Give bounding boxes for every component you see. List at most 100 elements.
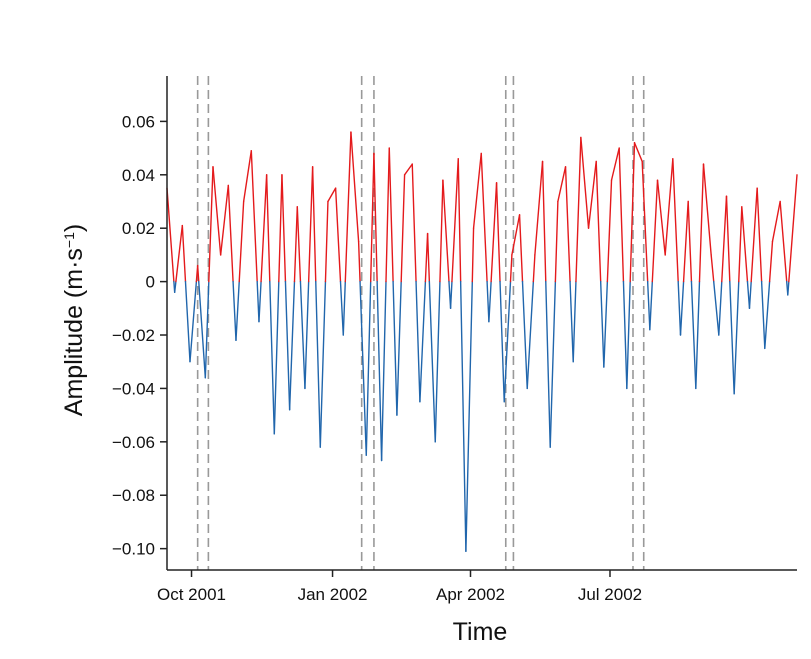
y-tick-label: −0.02 [112,326,155,345]
series-segment-positive [327,187,337,203]
series-segment-negative [342,280,346,336]
series-segment-negative [184,280,191,363]
series-segment-positive [457,158,462,283]
series-segment-positive [490,182,498,283]
series-segment-positive [664,158,674,256]
series-segment-negative [748,280,752,310]
series-segment-positive [779,200,788,283]
axes-layer [166,76,797,571]
series-segment-positive [725,195,731,283]
y-tick-label: 0.02 [122,219,155,238]
series-segment-positive [633,142,643,163]
series-segment-positive [495,182,501,283]
series-segment-negative [459,280,467,553]
series-segment-negative [729,280,735,395]
series-segment-positive [281,174,287,283]
series-segment-positive [768,240,774,283]
series-segment-positive [208,166,214,283]
series-segment-positive [472,152,482,229]
series-segment-negative [690,280,697,390]
series-segment-negative [646,280,651,331]
series-layer [166,131,798,553]
series-segment-positive [580,136,590,229]
series-segment-positive [771,200,781,243]
series-segment-negative [359,280,367,456]
series-segment-positive [293,206,298,283]
x-axis-title: Time [453,618,508,646]
series-segment-positive [278,174,283,283]
series-segment-negative [569,280,574,363]
series-segment-negative [392,280,398,416]
series-segment-positive [557,166,567,203]
series-segment-positive [238,200,245,283]
y-tick-label: −0.08 [112,486,155,505]
series-segment-negative [339,280,344,336]
series-segment-positive [518,214,524,283]
series-segment-positive [250,150,258,283]
x-ticks-layer: Oct 2001 Jan 2002 Apr 2002 Jul 2002 [157,570,642,604]
series-segment-negative [428,280,436,443]
series-segment-positive [451,158,459,283]
series-segment-positive [344,131,352,283]
series-segment-positive [606,179,613,283]
series-segment-positive [564,166,571,283]
series-segment-negative [198,280,207,379]
series-segment-positive [242,150,253,203]
series-segment-positive [687,200,693,283]
series-segment-negative [189,280,198,363]
series-segment-negative [419,280,427,403]
series-segment-positive [260,174,268,283]
y-axis-title-main: Amplitude (m·s [60,248,88,416]
series-segment-negative [258,280,262,323]
y-tick-label: −0.04 [112,379,155,398]
series-segment-positive [219,184,230,256]
series-segment-positive [296,206,302,283]
series-segment-positive [741,206,749,283]
x-tick-label: Oct 2001 [157,585,226,604]
series-segment-negative [713,280,720,336]
series-segment-negative [449,280,453,310]
series-segment-positive [388,147,394,283]
series-segment-negative [521,280,528,390]
series-segment-positive [350,131,360,243]
series-segment-negative [488,280,492,323]
series-segment-negative [235,280,240,342]
series-segment-positive [788,174,798,283]
series-segment-positive [403,163,413,176]
series-segment-negative [499,280,505,403]
series-segment-positive [265,174,271,283]
series-segment-negative [304,280,310,390]
series-segment-negative [365,280,372,456]
series-segment-positive [357,240,361,283]
series-segment-negative [526,280,535,390]
series-segment-negative [269,280,275,435]
series-segment-positive [702,163,712,256]
series-segment-negative [315,280,321,448]
series-segment-positive [595,160,602,283]
series-segment-positive [385,147,390,283]
series-segment-positive [587,160,597,229]
series-segment-positive [629,142,636,283]
series-segment-negative [649,280,654,331]
y-tick-label: −0.06 [112,433,155,452]
series-segment-negative [733,280,740,395]
y-axis-title-superscript: −1 [61,232,77,248]
series-segment-positive [212,166,222,256]
series-segment-positive [610,147,620,181]
x-tick-label: Jan 2002 [298,585,368,604]
series-segment-negative [626,280,631,390]
series-segment-negative [273,280,280,435]
series-segment-positive [324,200,329,283]
series-segment-positive [641,160,649,283]
series-segment-positive [227,184,234,283]
series-segment-positive [656,179,666,256]
series-segment-positive [509,254,513,283]
series-segment-positive [682,200,689,283]
series-segment-positive [400,174,406,283]
event-lines-layer [196,76,645,570]
series-segment-negative [376,280,383,462]
series-segment-negative [380,280,387,462]
series-segment-positive [480,152,488,283]
series-segment-negative [434,280,441,443]
x-tick-label: Apr 2002 [436,585,505,604]
